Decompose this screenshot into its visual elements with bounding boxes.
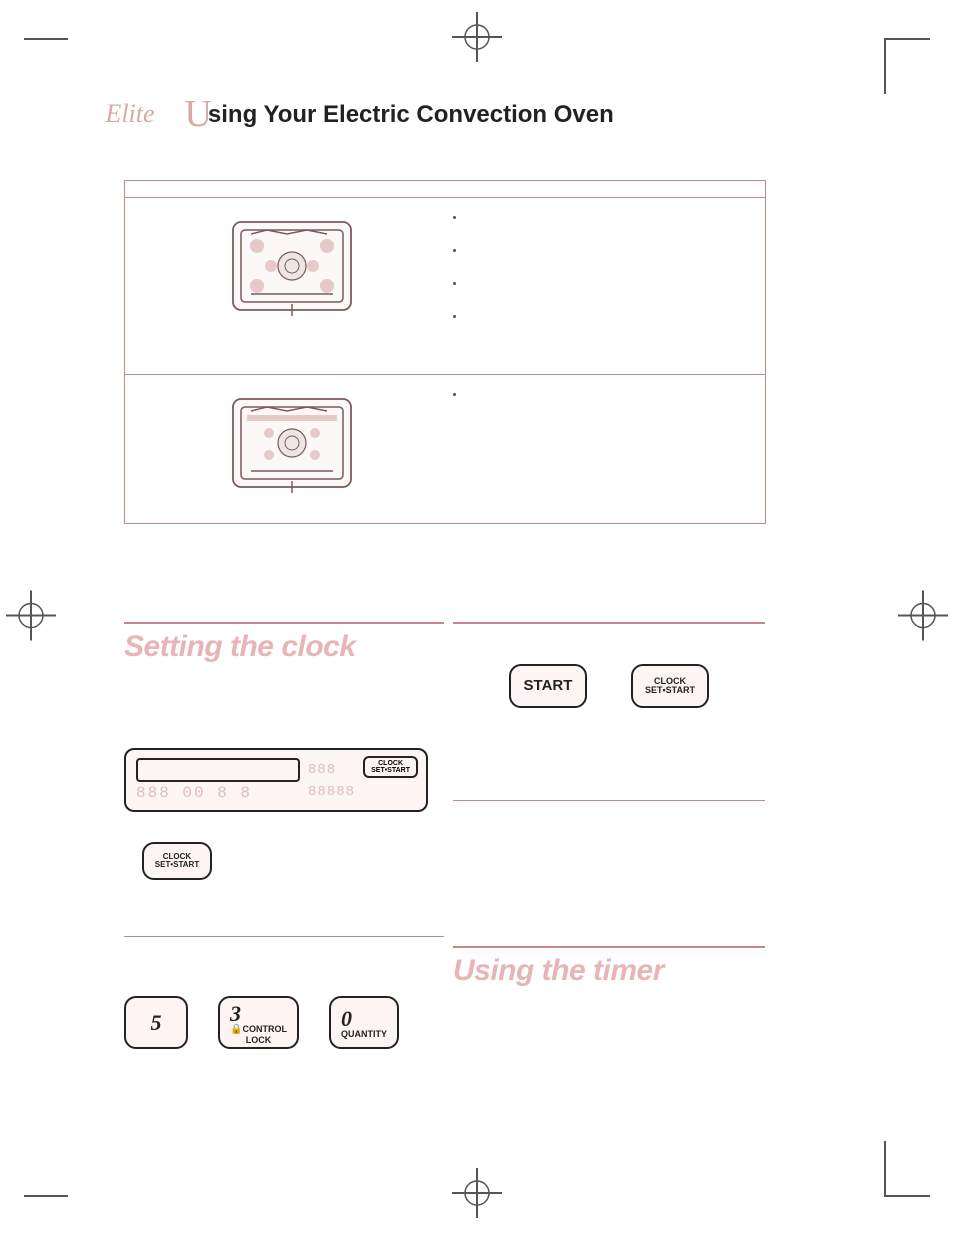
list-item — [465, 389, 753, 400]
panel-clock-button[interactable]: CLOCK SET•START — [363, 756, 418, 778]
crop-mark-right — [898, 590, 948, 645]
convection-modes-table — [124, 180, 766, 524]
button-sublabel: CONTROL — [242, 1024, 287, 1034]
list-item — [465, 278, 753, 289]
oven-diagram-convection — [227, 216, 357, 316]
table-row — [125, 374, 765, 523]
button-label: 5 — [151, 1011, 162, 1034]
button-label: SET•START — [155, 861, 199, 869]
button-label: 0 — [341, 1007, 352, 1030]
clock-set-start-button[interactable]: CLOCK SET•START — [631, 664, 709, 708]
seven-segment: 888 00 8 8 — [136, 784, 252, 802]
brand-logo: Elite — [100, 99, 160, 129]
divider — [453, 800, 765, 801]
list-item — [465, 212, 753, 223]
crop-mark-top — [452, 12, 502, 67]
button-sublabel: LOCK — [246, 1036, 272, 1045]
bullet-list — [447, 208, 753, 344]
lock-icon: 🔒 — [230, 1024, 242, 1035]
button-label: 3 — [230, 1002, 241, 1025]
crop-mark-left — [6, 590, 56, 645]
keypad-3-button[interactable]: 3 🔒CONTROL LOCK — [218, 996, 299, 1049]
table-header-row — [125, 181, 765, 197]
page-title: Using Your Electric Convection Oven — [184, 92, 613, 136]
control-panel-display: 888 00 8 8 888 88888 CLOCK SET•START — [124, 748, 428, 812]
title-text: sing Your Electric Convection Oven — [208, 101, 614, 128]
button-label: SET•START — [371, 767, 410, 774]
table-row — [125, 197, 765, 374]
lcd-screen — [136, 758, 300, 782]
list-item — [465, 311, 753, 322]
crop-mark-bottom — [452, 1168, 502, 1223]
button-label: START — [524, 678, 573, 694]
clock-set-start-button[interactable]: CLOCK SET•START — [142, 842, 212, 880]
seven-segment: 88888 — [308, 784, 355, 800]
bullet-list — [447, 385, 753, 493]
section-heading-clock: Setting the clock — [124, 630, 444, 664]
section-rule — [453, 946, 765, 948]
divider — [124, 936, 444, 937]
start-button[interactable]: START — [509, 664, 587, 708]
button-label: CLOCK — [371, 760, 410, 767]
keypad-5-button[interactable]: 5 — [124, 996, 188, 1049]
seven-segment: 888 — [308, 762, 336, 778]
section-heading-timer: Using the timer — [453, 954, 765, 988]
list-item — [465, 245, 753, 256]
button-sublabel: QUANTITY — [341, 1030, 387, 1039]
section-rule — [453, 622, 765, 624]
section-rule — [124, 622, 444, 624]
button-label: SET•START — [645, 686, 695, 695]
keypad-0-button[interactable]: 0 QUANTITY — [329, 996, 399, 1049]
oven-diagram-roast — [227, 393, 357, 493]
